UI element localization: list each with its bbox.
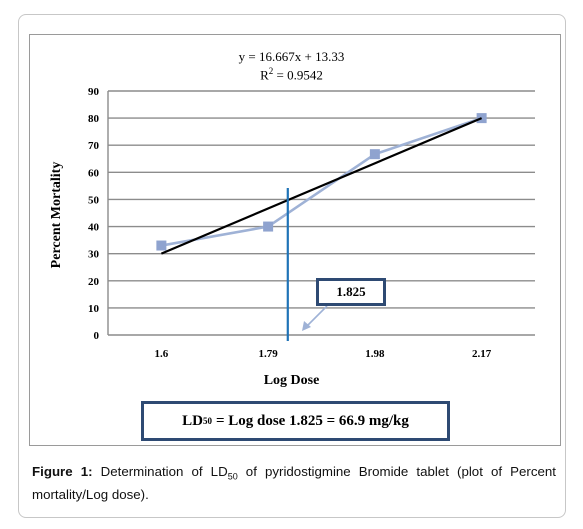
ld50-result-box: LD 50 = Log dose 1.825 = 66.9 mg/kg [141, 401, 450, 441]
callout-arrow [304, 305, 328, 329]
y-tick-label: 40 [88, 222, 100, 234]
trendline [160, 117, 483, 255]
callout-arrowhead [302, 321, 311, 331]
r-squared-label: R2 = 0.9542 [260, 66, 323, 83]
y-tick-label: 0 [94, 330, 100, 342]
y-tick-label: 70 [88, 140, 100, 152]
data-point [263, 221, 274, 232]
y-tick-label: 10 [88, 303, 100, 315]
y-tick-label: 50 [88, 194, 100, 206]
chart-area [29, 34, 561, 446]
y-tick-label: 80 [88, 113, 100, 125]
figure-caption: Figure 1: Determination of LD50 of pyrid… [32, 464, 556, 502]
y-tick-label: 20 [88, 276, 100, 288]
x-tick-label: 1.98 [365, 348, 385, 360]
trendline-equation: y = 16.667x + 13.33 [238, 49, 345, 64]
x-axis-title: Log Dose [263, 373, 320, 388]
y-tick-label: 60 [88, 167, 100, 179]
x-tick-label: 1.79 [259, 348, 279, 360]
y-tick-label: 30 [88, 249, 100, 261]
series-line [161, 116, 483, 247]
data-point [369, 149, 380, 160]
x-tick-label: 1.6 [155, 348, 169, 360]
data-point [156, 240, 167, 251]
y-axis-title: Percent Mortality [49, 161, 64, 269]
x-tick-label: 2.17 [472, 348, 492, 360]
ld50-callout-box: 1.825 [316, 278, 386, 306]
y-tick-label: 90 [88, 86, 100, 98]
